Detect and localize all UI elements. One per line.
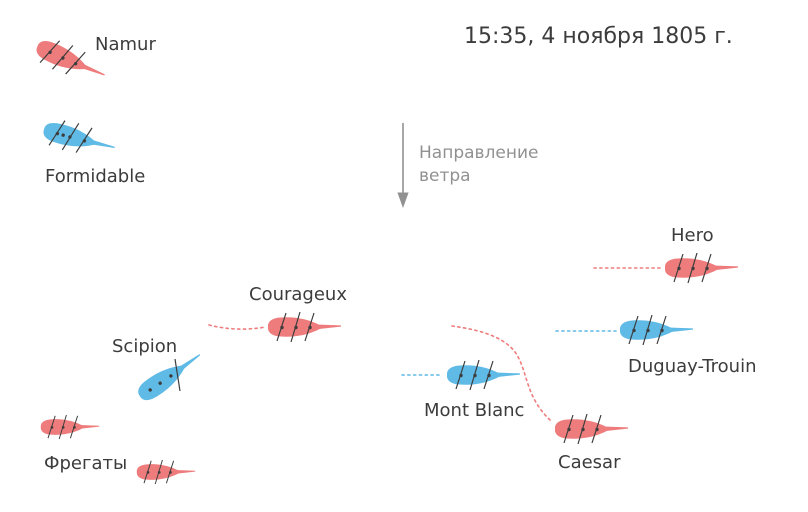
ship-label-namur: Namur: [95, 34, 156, 55]
masts: [143, 459, 175, 485]
wind-label-line1: Направление: [419, 143, 539, 163]
ship-label-scipion: Scipion: [112, 336, 177, 357]
mast: [174, 358, 181, 392]
ship-courageux: [267, 311, 341, 343]
masts: [628, 314, 667, 346]
ship-label-caesar: Caesar: [558, 452, 621, 473]
ship-frigate-2: [136, 459, 196, 485]
wind-indicator: Направление ветра: [397, 123, 539, 208]
masts: [276, 311, 315, 343]
ship-label-hero: Hero: [671, 225, 714, 246]
ship-scipion: [134, 347, 206, 405]
timestamp: 15:35, 4 ноября 1805 г.: [464, 24, 733, 49]
ship-label-mont-blanc: Mont Blanc: [424, 400, 524, 421]
masts: [47, 414, 79, 440]
ship-caesar: [554, 413, 628, 445]
wind-arrowhead-icon: [397, 192, 409, 208]
ship-label-frigates: Фрегаты: [44, 453, 127, 474]
wind-label-line2: ветра: [419, 166, 471, 186]
ship-label-courageux: Courageux: [249, 284, 347, 305]
ship-formidable: [41, 116, 118, 158]
masts: [455, 359, 494, 391]
deck-dots: [148, 374, 173, 392]
masts: [563, 413, 602, 445]
masts: [673, 252, 712, 284]
trail-courageux: [208, 324, 267, 330]
trail-caesar-curve: [451, 325, 551, 421]
ship-label-formidable: Formidable: [45, 166, 145, 187]
ship-mont-blanc: [446, 359, 520, 391]
ship-label-duguay-trouin: Duguay-Trouin: [628, 356, 757, 377]
ship-frigate-1: [40, 414, 100, 440]
ship-duguay-trouin: [619, 314, 693, 346]
ship-hero: [664, 252, 738, 284]
